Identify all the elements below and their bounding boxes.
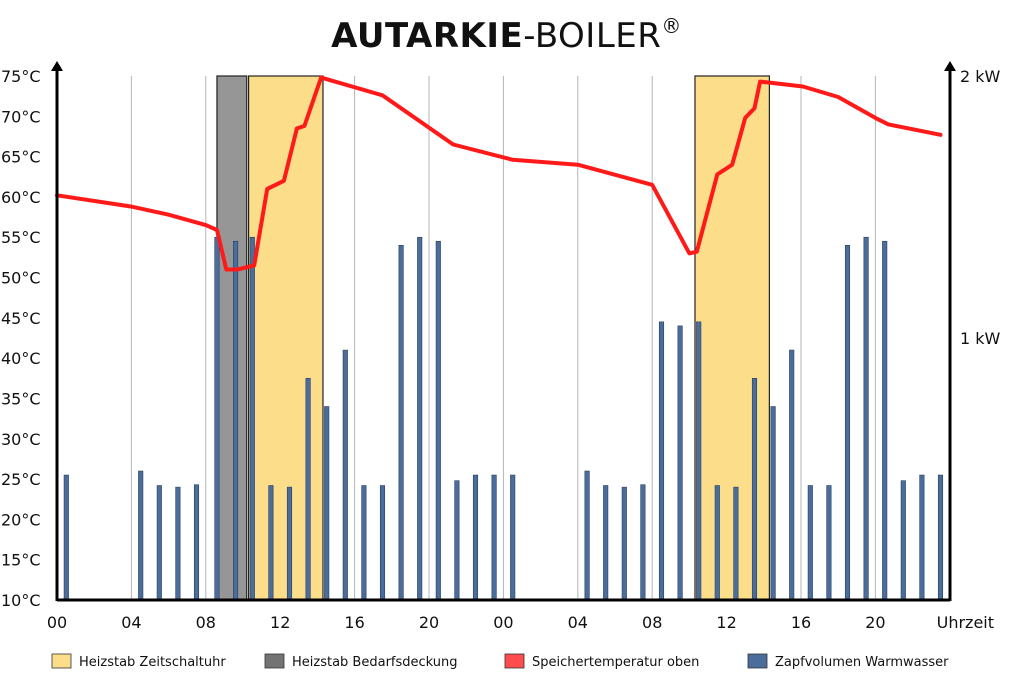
y-left-tick-label: 35°C bbox=[1, 389, 41, 408]
zapfvolumen-bar bbox=[751, 378, 758, 601]
x-tick-label: 08 bbox=[196, 613, 216, 632]
zapfvolumen-bar bbox=[249, 236, 255, 601]
legend-label: Heizstab Bedarfsdeckung bbox=[292, 655, 458, 670]
zapfvolumen-bar bbox=[584, 470, 590, 601]
zapfvolumen-bar bbox=[882, 240, 888, 601]
title-bold: AUTARKIE bbox=[331, 16, 524, 56]
legend-swatch bbox=[51, 653, 72, 669]
zapfvolumen-bar bbox=[696, 321, 702, 601]
x-tick-label: 08 bbox=[642, 613, 662, 632]
zapfvolumen-bar bbox=[324, 406, 330, 601]
tick-labels: 10°C 15°C 20°C 25°C 30°C 35°C 40°C 45°C 50°C 55°C… bbox=[1, 67, 1001, 632]
speichertemperatur-line bbox=[55, 75, 943, 272]
zapfvolumen-bar bbox=[417, 236, 423, 601]
zapfvolumen-bar bbox=[398, 244, 404, 601]
zapfvolumen-bar bbox=[658, 321, 665, 601]
heizstab-zeitschaltuhr-band bbox=[247, 75, 324, 601]
title-registered-mark: ® bbox=[661, 14, 682, 38]
y-right-tick-label: 1 kW bbox=[960, 329, 1001, 348]
x-tick-label: 16 bbox=[791, 613, 811, 632]
x-tick-label: 00 bbox=[47, 613, 67, 632]
y-left-tick-label: 55°C bbox=[1, 228, 41, 247]
zapfvolumen-bar bbox=[491, 474, 497, 601]
zapfvolumen-bar bbox=[826, 485, 832, 601]
zapfvolumen-bar bbox=[435, 240, 441, 601]
y-axis-left-arrow bbox=[51, 61, 63, 71]
y-left-tick-label: 60°C bbox=[1, 188, 41, 207]
x-tick-label: 12 bbox=[716, 613, 736, 632]
zapfvolumen-bar bbox=[214, 236, 220, 601]
legend-label: Speichertemperatur oben bbox=[532, 655, 699, 670]
x-tick-label: 20 bbox=[419, 613, 439, 632]
zapfvolumen-bar bbox=[156, 485, 162, 601]
x-axis-label: Uhrzeit bbox=[937, 613, 994, 632]
zapfvolumen-bar bbox=[472, 474, 479, 601]
zapfvolumen-bar bbox=[175, 486, 181, 601]
zapfvolumen-bar bbox=[844, 244, 851, 601]
x-tick-label: 12 bbox=[270, 613, 290, 632]
zapfvolumen-bars bbox=[63, 236, 944, 601]
zapfvolumen-bar bbox=[233, 240, 239, 601]
y-left-tick-label: 25°C bbox=[1, 470, 41, 489]
zapfvolumen-bar bbox=[863, 236, 869, 601]
y-left-tick-label: 70°C bbox=[1, 107, 41, 126]
zapfvolumen-bar bbox=[900, 480, 906, 601]
zapfvolumen-bar bbox=[286, 486, 293, 601]
y-left-tick-label: 20°C bbox=[1, 510, 41, 529]
legend-swatch bbox=[747, 653, 768, 669]
zapfvolumen-bar bbox=[379, 485, 386, 601]
zapfvolumen-bar bbox=[937, 474, 944, 601]
zapfvolumen-bar bbox=[714, 485, 720, 601]
y-right-tick-label: 2 kW bbox=[960, 67, 1001, 86]
x-tick-label: 16 bbox=[344, 613, 364, 632]
zapfvolumen-bar bbox=[640, 484, 646, 601]
zapfvolumen-bar bbox=[193, 484, 200, 601]
y-axis-right-arrow bbox=[944, 61, 956, 71]
x-tick-label: 20 bbox=[865, 613, 885, 632]
y-left-tick-label: 75°C bbox=[1, 67, 41, 86]
legend: Heizstab Zeitschaltuhr Heizstab Bedarfsde… bbox=[51, 653, 949, 670]
y-left-tick-label: 15°C bbox=[1, 551, 41, 570]
zapfvolumen-bar bbox=[305, 378, 311, 601]
zapfvolumen-bar bbox=[919, 474, 925, 601]
heizstab-zeitschaltuhr-band bbox=[694, 75, 770, 601]
zapfvolumen-bar bbox=[677, 325, 683, 601]
speichertemperatur-series bbox=[55, 75, 943, 272]
zapfvolumen-bar bbox=[342, 349, 348, 601]
legend-label: Zapfvolumen Warmwasser bbox=[775, 655, 949, 670]
zapfvolumen-bar bbox=[268, 485, 274, 601]
zapfvolumen-bar bbox=[603, 485, 609, 601]
zapfvolumen-bar bbox=[807, 485, 813, 601]
legend-swatch bbox=[264, 653, 285, 669]
zapfvolumen-bar bbox=[63, 474, 69, 601]
x-tick-label: 00 bbox=[493, 613, 513, 632]
title-regular: -BOILER bbox=[523, 16, 662, 56]
heizstab-bedarfsdeckung-band bbox=[216, 75, 248, 601]
zapfvolumen-bar bbox=[510, 474, 516, 601]
zapfvolumen-bar bbox=[770, 406, 776, 601]
zapfvolumen-bar bbox=[361, 485, 367, 601]
zapfvolumen-bar bbox=[789, 349, 795, 601]
zapfvolumen-bar bbox=[733, 486, 739, 601]
zapfvolumen-bar bbox=[138, 470, 144, 601]
x-tick-label: 04 bbox=[568, 613, 588, 632]
x-tick-label: 04 bbox=[121, 613, 141, 632]
chart-title: AUTARKIE-BOILER® bbox=[0, 4, 1013, 58]
y-left-tick-label: 65°C bbox=[1, 148, 41, 167]
axes bbox=[51, 61, 956, 602]
y-left-tick-label: 30°C bbox=[1, 430, 41, 449]
y-left-tick-label: 45°C bbox=[1, 309, 41, 328]
legend-label: Heizstab Zeitschaltuhr bbox=[79, 655, 226, 670]
y-left-tick-label: 50°C bbox=[1, 269, 41, 288]
zapfvolumen-bar bbox=[621, 486, 627, 601]
y-left-tick-label: 40°C bbox=[1, 349, 41, 368]
zapfvolumen-bar bbox=[454, 480, 460, 601]
legend-swatch bbox=[504, 653, 525, 669]
y-left-tick-label: 10°C bbox=[1, 591, 41, 610]
